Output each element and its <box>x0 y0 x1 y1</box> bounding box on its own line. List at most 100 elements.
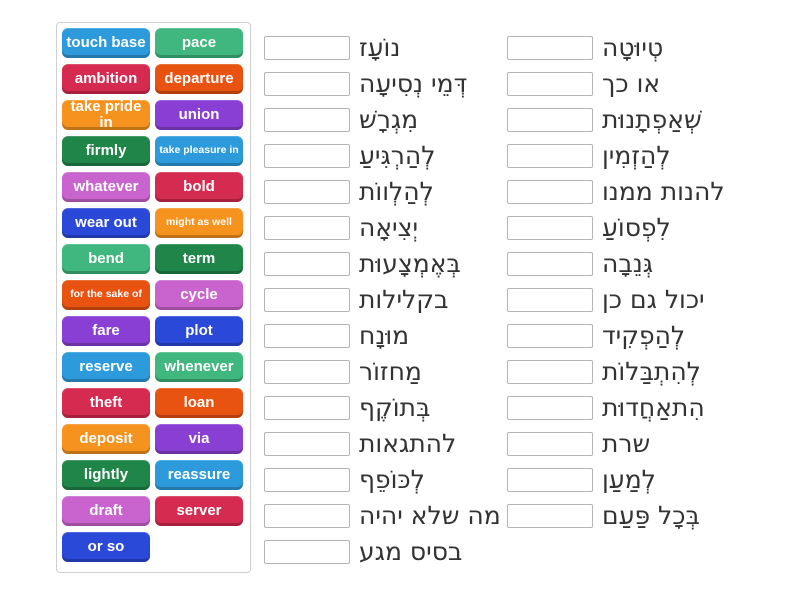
word-tile[interactable]: lightly <box>62 460 150 490</box>
word-tile[interactable]: departure <box>155 64 243 94</box>
word-tile-label: departure <box>164 70 234 88</box>
definition-text: לִפְסוֹעַ <box>602 213 671 242</box>
answer-slot[interactable] <box>264 71 350 96</box>
word-tile[interactable]: whenever <box>155 352 243 382</box>
answer-slot[interactable] <box>507 467 593 492</box>
answer-slot[interactable] <box>264 395 350 420</box>
word-tile-label: cycle <box>180 286 218 304</box>
word-tile[interactable]: union <box>155 100 243 130</box>
definition-text: לְכּוֹפֵף <box>359 465 425 494</box>
word-tile[interactable]: bold <box>155 172 243 202</box>
answer-slot[interactable] <box>507 503 593 528</box>
definition-text: מה שלא יהיה <box>359 501 501 530</box>
answer-slot[interactable] <box>264 251 350 276</box>
word-tile[interactable]: for the sake of <box>62 280 150 310</box>
definition-text: מִגְרָשׁ <box>359 105 419 134</box>
answer-slot[interactable] <box>507 71 593 96</box>
word-tile[interactable]: reassure <box>155 460 243 490</box>
match-row: בְּאֶמְצָעוּת <box>264 251 461 276</box>
answer-slot[interactable] <box>264 179 350 204</box>
word-tile-label: server <box>176 502 222 520</box>
word-tile[interactable]: draft <box>62 496 150 526</box>
word-tile[interactable]: server <box>155 496 243 526</box>
answer-slot[interactable] <box>507 395 593 420</box>
word-tile-label: whenever <box>164 358 234 376</box>
definition-text: להתגאות <box>359 429 457 458</box>
match-row: לְמַעַן <box>507 467 656 492</box>
word-tile[interactable]: plot <box>155 316 243 346</box>
answer-slot[interactable] <box>264 431 350 456</box>
answer-slot[interactable] <box>507 251 593 276</box>
definition-text: בסיס מגע <box>359 537 463 566</box>
word-tile-label: ambition <box>74 70 138 88</box>
word-tile[interactable]: cycle <box>155 280 243 310</box>
definition-text: נוֹעָז <box>359 33 401 62</box>
match-row: בסיס מגע <box>264 539 462 564</box>
match-row: נוֹעָז <box>264 35 400 60</box>
word-tile[interactable]: fare <box>62 316 150 346</box>
word-tile-label: draft <box>89 502 123 520</box>
answer-slot[interactable] <box>264 323 350 348</box>
answer-slot[interactable] <box>507 215 593 240</box>
word-tile[interactable]: take pride in <box>62 98 150 131</box>
definition-text: בְּאֶמְצָעוּת <box>359 249 461 278</box>
match-row: מַחזוֹר <box>264 359 422 384</box>
answer-slot[interactable] <box>264 539 350 564</box>
answer-slot[interactable] <box>507 431 593 456</box>
word-tile[interactable]: loan <box>155 388 243 418</box>
word-tile-label: union <box>178 106 220 124</box>
match-row: להנות ממנו <box>507 179 725 204</box>
word-tile[interactable]: whatever <box>62 172 150 202</box>
word-tile-label: bend <box>88 250 124 268</box>
answer-slot[interactable] <box>507 359 593 384</box>
answer-slot[interactable] <box>264 503 350 528</box>
answer-slot[interactable] <box>264 107 350 132</box>
word-tile-label: pace <box>181 34 217 52</box>
match-row: לְהַפְקִיד <box>507 323 685 348</box>
word-tile[interactable]: reserve <box>62 352 150 382</box>
word-tile-label: via <box>188 430 210 448</box>
word-tile[interactable]: ambition <box>62 64 150 94</box>
word-tile-label: term <box>182 250 216 268</box>
word-tile[interactable]: or so <box>62 532 150 562</box>
word-tile[interactable]: pace <box>155 28 243 58</box>
answer-slot[interactable] <box>264 467 350 492</box>
answer-slot[interactable] <box>507 179 593 204</box>
word-tile[interactable]: might as well <box>155 208 243 238</box>
answer-slot[interactable] <box>507 143 593 168</box>
word-tile[interactable]: theft <box>62 388 150 418</box>
word-tile[interactable]: term <box>155 244 243 274</box>
word-tile[interactable]: wear out <box>62 208 150 238</box>
word-tile-label: reserve <box>79 358 133 376</box>
word-tile[interactable]: touch base <box>62 28 150 58</box>
word-tile-label: or so <box>87 538 125 556</box>
word-tile[interactable]: firmly <box>62 136 150 166</box>
match-row: בְּכָל פַּעַם <box>507 503 700 528</box>
word-tile-label: for the sake of <box>70 288 142 301</box>
match-row: או כך <box>507 71 660 96</box>
word-tile-label: fare <box>92 322 120 340</box>
answer-slot[interactable] <box>264 143 350 168</box>
answer-slot[interactable] <box>264 215 350 240</box>
word-tile[interactable]: via <box>155 424 243 454</box>
answer-slot[interactable] <box>507 323 593 348</box>
word-tile[interactable]: bend <box>62 244 150 274</box>
answer-slot[interactable] <box>507 287 593 312</box>
word-tile[interactable]: deposit <box>62 424 150 454</box>
answer-slot[interactable] <box>507 107 593 132</box>
word-tile-label: theft <box>89 394 123 412</box>
answer-slot[interactable] <box>507 35 593 60</box>
answer-slot[interactable] <box>264 35 350 60</box>
match-row: יכול גם כן <box>507 287 705 312</box>
word-tile[interactable]: take pleasure in <box>155 136 243 166</box>
definition-text: בקלילות <box>359 285 449 314</box>
definition-text: בְּתוֹקֶף <box>359 393 431 422</box>
match-row: לְהַלְווֹת <box>264 179 434 204</box>
word-tile-label: bold <box>183 178 215 196</box>
answer-slot[interactable] <box>264 359 350 384</box>
word-tile-label: plot <box>185 322 213 340</box>
answer-slot[interactable] <box>264 287 350 312</box>
definition-text: טְיוּטָה <box>602 33 664 62</box>
word-tile-label: take pride in <box>70 98 142 131</box>
word-tile-label: wear out <box>75 214 137 232</box>
